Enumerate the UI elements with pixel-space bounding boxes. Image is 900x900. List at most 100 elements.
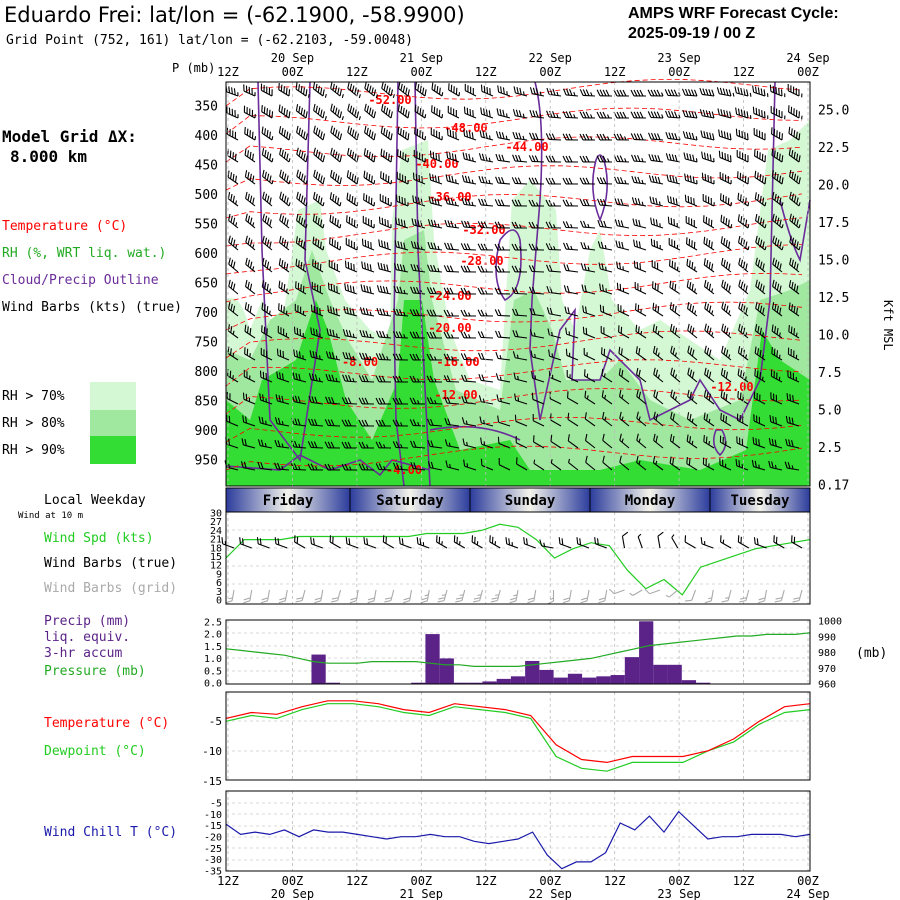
barb-feather (414, 219, 417, 226)
wind-barb (293, 326, 307, 339)
barb-feather (635, 219, 638, 226)
barb-feather (638, 369, 641, 377)
barb-feather (531, 177, 536, 185)
barb-half-feather (784, 115, 786, 120)
barb-feather (567, 307, 570, 314)
barb-feather (727, 175, 729, 183)
pressure-tick: 960 (818, 680, 836, 691)
barb-feather (228, 279, 231, 287)
time-label-top: 00Z (797, 65, 819, 79)
barb-half-feather (499, 355, 502, 359)
barb-shaft (430, 179, 443, 185)
barb-feather (310, 327, 313, 335)
barb-feather (687, 345, 690, 353)
dewpoint-legend: Dewpoint (°C) (44, 744, 146, 759)
wind-barb (294, 303, 307, 317)
wind-barbs-grid-legend: Wind Barbs (grid) (44, 581, 177, 596)
barb-feather (467, 198, 471, 206)
wind-barb (599, 283, 613, 295)
wind-barb (772, 257, 783, 273)
barb-feather (497, 415, 500, 423)
barb-feather (232, 283, 236, 291)
barb-feather (742, 416, 744, 424)
barb-feather (684, 173, 687, 181)
wind-barbs-legend: Wind Barbs (kts) (true) (2, 300, 182, 315)
barb-feather (412, 419, 417, 426)
weekday-label: Monday (625, 493, 676, 509)
barb-feather (298, 84, 301, 91)
wind-barb (596, 133, 613, 141)
barb-feather (369, 286, 372, 294)
barb-feather (762, 307, 765, 315)
barb-feather (723, 369, 726, 377)
barb-shaft (446, 402, 460, 405)
barb-feather (776, 283, 780, 291)
wind-barb (601, 347, 613, 361)
barb-shaft (532, 356, 545, 361)
windchill-tick: -5 (210, 799, 222, 810)
barb-feather (746, 111, 749, 119)
barb-feather (249, 195, 253, 203)
barb-feather (313, 103, 316, 111)
barb-feather (414, 82, 417, 90)
barb-shaft (619, 396, 630, 405)
barb-shaft (330, 153, 341, 163)
barb-feather (485, 109, 488, 117)
barb-feather (261, 105, 263, 112)
barb-feather (532, 413, 534, 421)
barb-feather (266, 283, 269, 291)
barb-feather (282, 350, 285, 358)
barb-half-feather (324, 116, 327, 121)
wind-barb (512, 308, 528, 317)
barb-feather (671, 154, 675, 162)
wind-barb (548, 370, 562, 383)
barb-half-feather (254, 114, 256, 119)
barb-feather (261, 126, 264, 134)
barb-feather (668, 110, 672, 118)
barb-shaft (228, 241, 239, 251)
barb-feather (446, 331, 451, 339)
barb-feather (759, 130, 761, 138)
barb-feather (247, 237, 251, 245)
barb-shaft (753, 420, 766, 427)
barb-feather (583, 263, 587, 271)
barb-feather (546, 264, 550, 272)
wind-barb (478, 395, 494, 405)
barb-feather (498, 176, 502, 184)
barb-feather (792, 395, 794, 402)
barb-feather (336, 241, 339, 249)
barb-feather (747, 177, 749, 185)
wind-barb (630, 111, 647, 119)
barb-feather (511, 243, 516, 251)
barb-feather (614, 219, 618, 226)
wind-barb (443, 331, 460, 339)
barb-feather (353, 264, 355, 271)
barb-feather (706, 260, 709, 267)
barb-feather (757, 237, 761, 245)
wind-barb (311, 281, 324, 295)
barb-feather (345, 374, 349, 382)
barb-shaft (633, 160, 647, 163)
barb-feather (709, 154, 712, 162)
wind-barb (579, 155, 596, 163)
barb-feather (729, 133, 732, 141)
barb-feather (633, 89, 638, 97)
wind-barb (548, 349, 562, 361)
barb-feather (331, 238, 334, 246)
barb-shaft (566, 269, 579, 273)
barb-shaft (464, 423, 477, 427)
barb-half-feather (570, 224, 573, 228)
barb-feather (446, 151, 449, 159)
barb-feather (392, 375, 397, 383)
barb-feather (798, 133, 801, 141)
wind-barb (789, 213, 801, 229)
barb-shaft (653, 395, 664, 405)
barb-feather (674, 133, 678, 140)
wind-barb (738, 323, 749, 339)
barb-feather (283, 129, 286, 137)
barb-feather (388, 131, 391, 139)
barb-feather (436, 108, 438, 116)
barb-feather (332, 127, 336, 135)
barb-feather (330, 419, 335, 426)
barb-shaft (296, 197, 307, 207)
